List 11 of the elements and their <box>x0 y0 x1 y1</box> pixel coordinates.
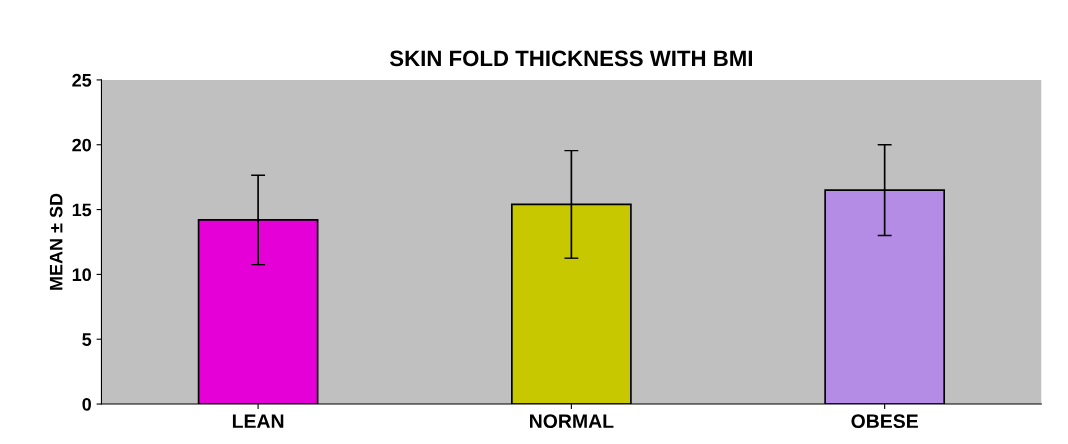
x-tick-label: NORMAL <box>530 414 614 429</box>
y-tick-label: 20 <box>72 138 91 152</box>
y-tick-label: 25 <box>72 73 92 87</box>
y-tick-label: 15 <box>72 203 92 217</box>
chart-title: SKIN FOLD THICKNESS WITH BMI <box>389 50 752 67</box>
x-tick-label: LEAN <box>232 414 284 428</box>
y-tick-label: 0 <box>82 397 91 411</box>
y-tick-label: 10 <box>72 268 91 282</box>
x-tick-label: OBESE <box>851 414 918 429</box>
y-axis-title: MEAN ± SD <box>49 193 63 290</box>
y-tick-label: 5 <box>82 333 92 346</box>
